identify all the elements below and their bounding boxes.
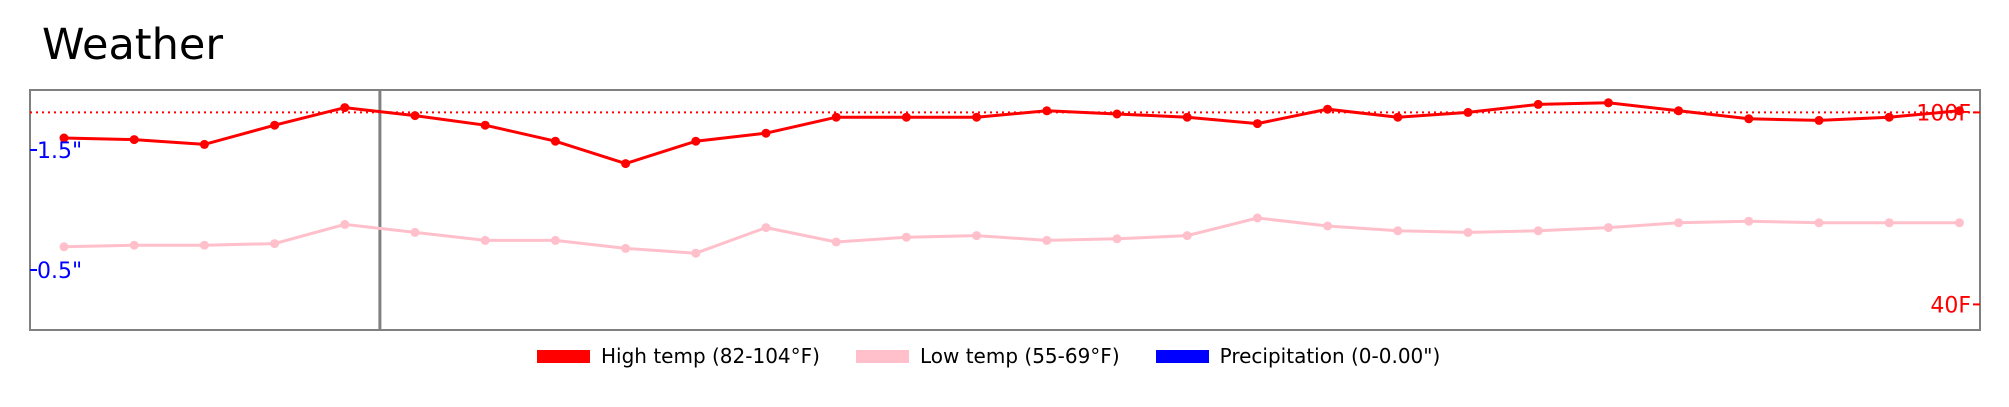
data-point-low bbox=[901, 232, 911, 242]
data-point-low bbox=[621, 243, 631, 253]
data-point-high bbox=[901, 112, 911, 122]
data-point-low bbox=[1042, 235, 1052, 245]
data-point-low bbox=[1674, 218, 1684, 228]
data-point-high bbox=[1744, 114, 1754, 124]
data-point-low bbox=[1603, 223, 1613, 233]
legend-item-precip: Precipitation (0-0.00") bbox=[1155, 344, 1441, 368]
data-point-high bbox=[1252, 119, 1262, 129]
data-point-low bbox=[1323, 221, 1333, 231]
data-point-low bbox=[761, 223, 771, 233]
series-line-high bbox=[63, 101, 1960, 166]
data-point-high bbox=[1042, 106, 1052, 116]
legend-item-low: Low temp (55-69°F) bbox=[855, 344, 1120, 368]
data-point-high bbox=[831, 112, 841, 122]
data-point-high bbox=[199, 139, 209, 149]
left-axis-tick-label: 1.5" bbox=[37, 139, 82, 164]
right-axis-tick-label: 40F bbox=[1930, 293, 1971, 318]
legend: High temp (82-104°F) Low temp (55-69°F) … bbox=[537, 344, 1476, 368]
data-point-high bbox=[480, 120, 490, 130]
legend-item-high: High temp (82-104°F) bbox=[537, 344, 820, 368]
data-point-low bbox=[59, 242, 69, 252]
data-point-low bbox=[1884, 218, 1894, 228]
legend-swatch-low bbox=[855, 349, 909, 363]
data-point-low bbox=[270, 239, 280, 249]
plot-frame bbox=[29, 89, 1981, 331]
data-point-low bbox=[129, 240, 139, 250]
data-point-high bbox=[270, 120, 280, 130]
data-point-high bbox=[1393, 112, 1403, 122]
data-point-low bbox=[550, 235, 560, 245]
data-point-high bbox=[129, 135, 139, 145]
data-point-low bbox=[1252, 213, 1262, 223]
legend-label-high: High temp (82-104°F) bbox=[601, 344, 820, 368]
data-point-high bbox=[1182, 112, 1192, 122]
data-point-low bbox=[480, 235, 490, 245]
data-point-high bbox=[1814, 115, 1824, 125]
data-point-high bbox=[1323, 104, 1333, 114]
data-point-low bbox=[972, 231, 982, 241]
legend-label-precip: Precipitation (0-0.00") bbox=[1219, 344, 1441, 368]
data-point-high bbox=[761, 128, 771, 138]
data-point-high bbox=[1112, 109, 1122, 119]
data-point-low bbox=[1463, 227, 1473, 237]
data-point-high bbox=[1674, 106, 1684, 116]
data-point-high bbox=[340, 103, 350, 113]
data-point-low bbox=[1814, 218, 1824, 228]
chart-title: Weather bbox=[42, 20, 224, 70]
data-point-high bbox=[1533, 99, 1543, 109]
data-point-low bbox=[1954, 218, 1964, 228]
data-point-low bbox=[1393, 226, 1403, 236]
series-line-low bbox=[63, 216, 1960, 255]
data-point-high bbox=[1463, 107, 1473, 117]
left-axis-tick-label: 0.5" bbox=[37, 259, 82, 284]
data-point-high bbox=[1603, 98, 1613, 108]
data-point-high bbox=[691, 136, 701, 146]
data-point-high bbox=[621, 159, 631, 169]
data-point-low bbox=[340, 219, 350, 229]
axis-layer: 1.5" 0.5" 100F 40F bbox=[30, 101, 1980, 318]
data-point-high bbox=[972, 112, 982, 122]
data-point-high bbox=[59, 133, 69, 143]
data-point-low bbox=[1744, 216, 1754, 226]
legend-swatch-precip bbox=[1155, 349, 1209, 363]
data-point-high bbox=[550, 136, 560, 146]
series-layer bbox=[59, 98, 1964, 258]
data-point-low bbox=[410, 227, 420, 237]
data-point-low bbox=[831, 237, 841, 247]
data-point-high bbox=[1884, 112, 1894, 122]
data-point-low bbox=[1112, 234, 1122, 244]
right-axis-tick-label: 100F bbox=[1916, 101, 1971, 126]
legend-label-low: Low temp (55-69°F) bbox=[919, 344, 1120, 368]
data-point-high bbox=[1954, 106, 1964, 116]
data-point-low bbox=[1533, 226, 1543, 236]
data-point-low bbox=[1182, 231, 1192, 241]
data-point-low bbox=[199, 240, 209, 250]
legend-swatch-high bbox=[537, 349, 590, 363]
data-point-low bbox=[691, 248, 701, 258]
data-point-high bbox=[410, 111, 420, 121]
